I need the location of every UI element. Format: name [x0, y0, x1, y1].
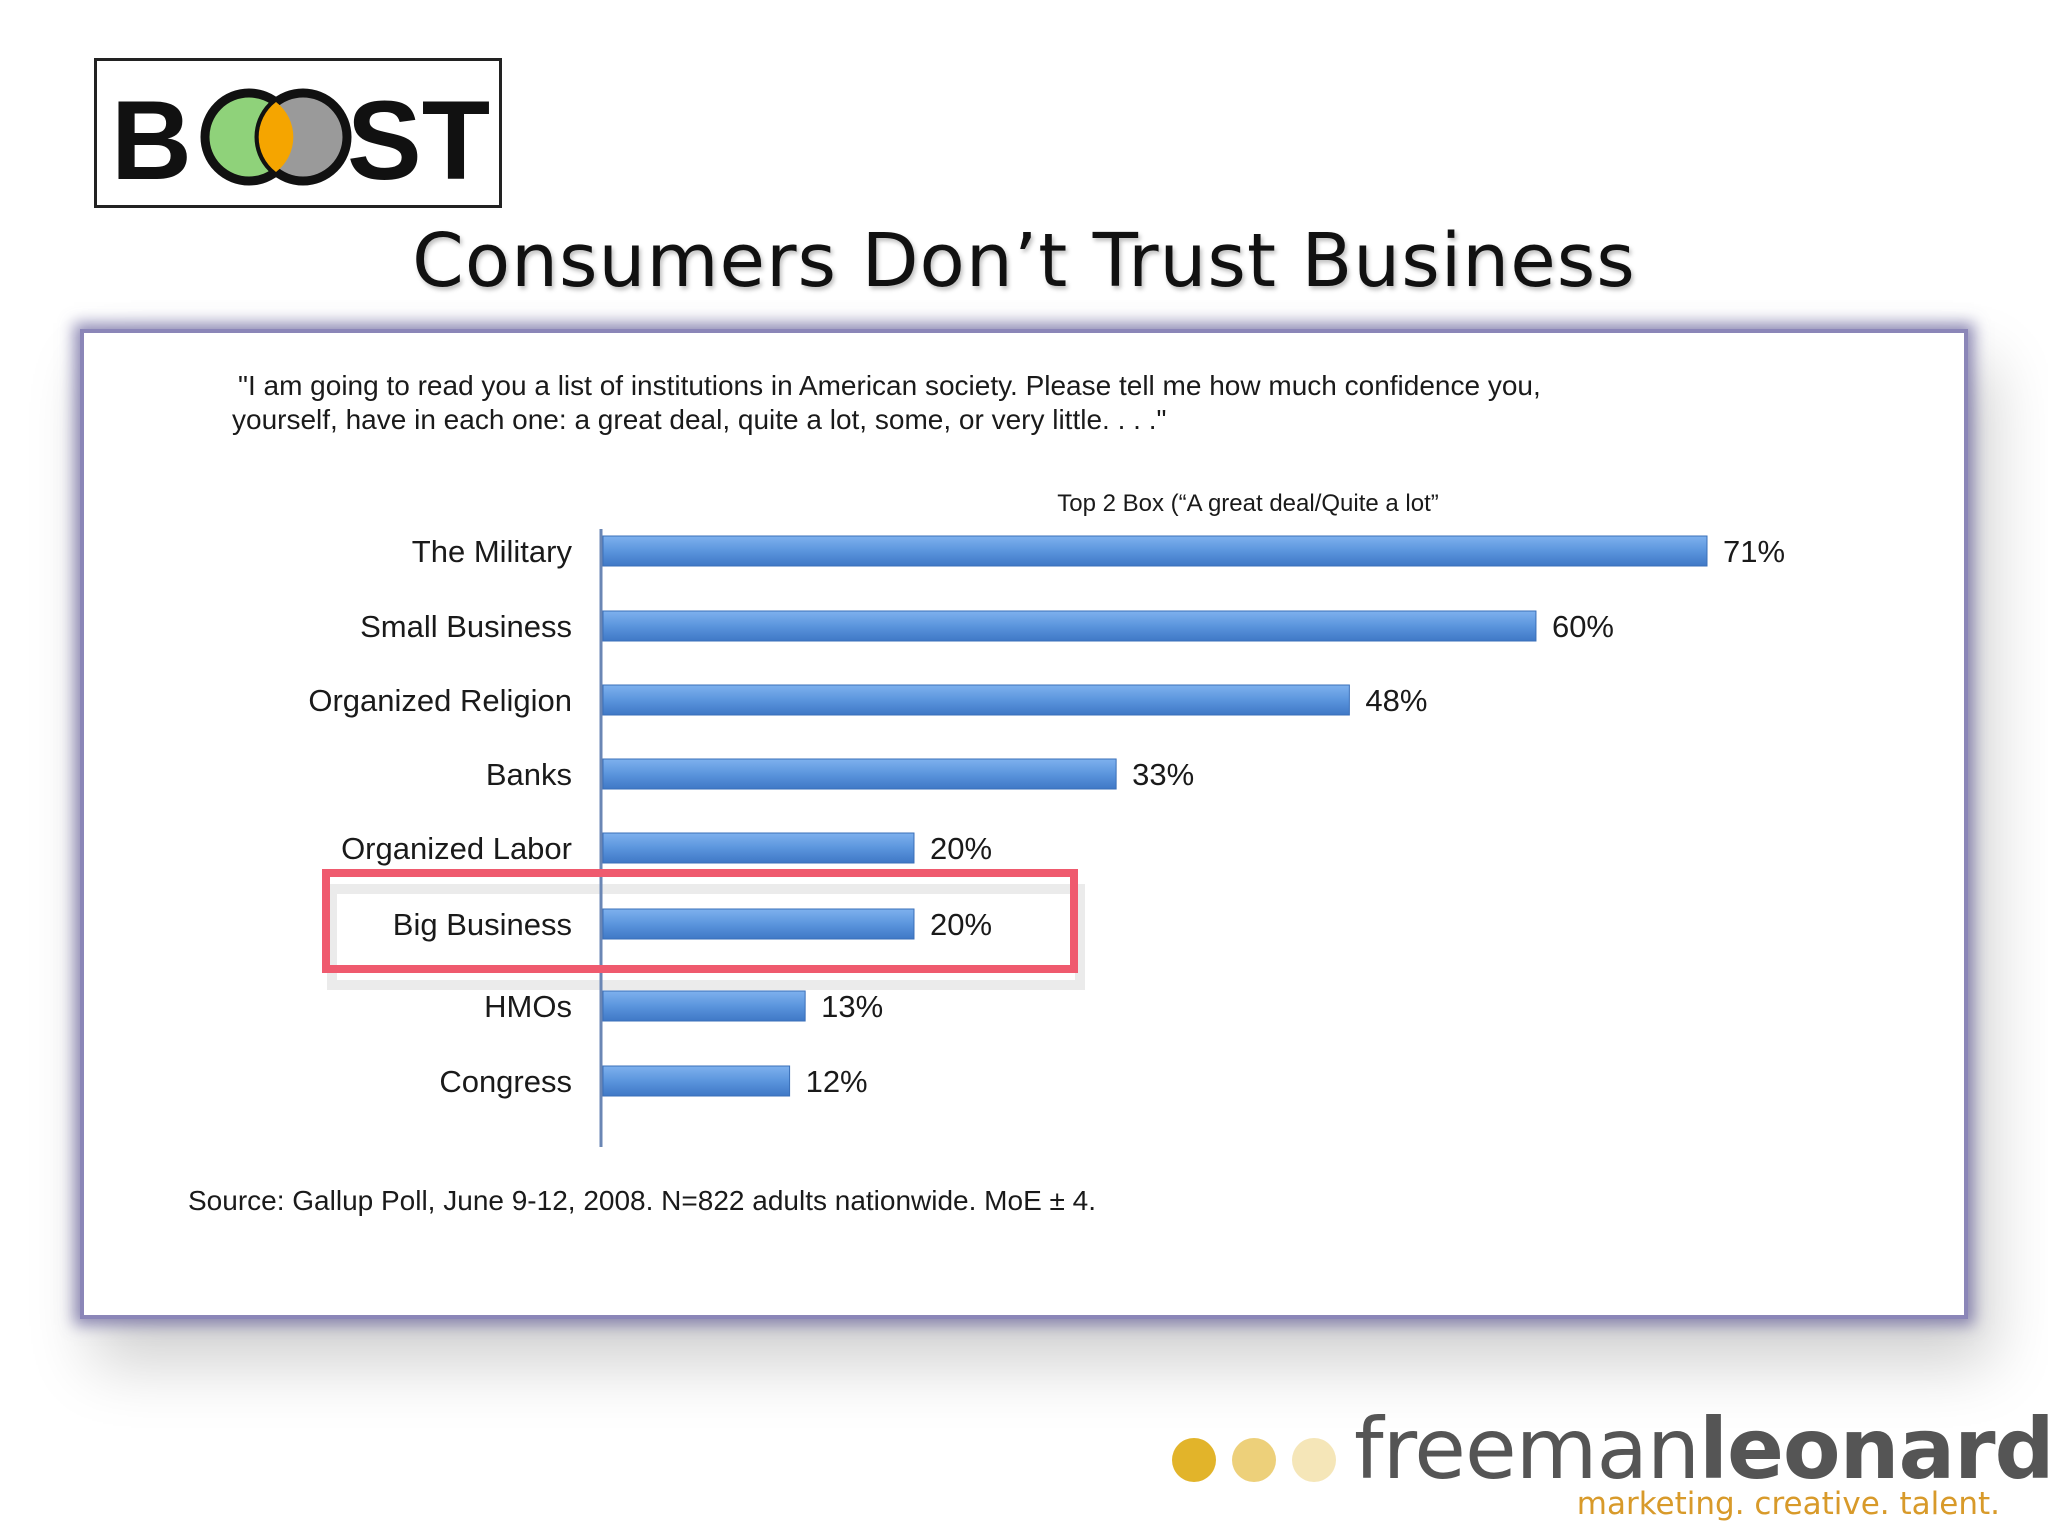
category-label-the-military: The Military [412, 534, 573, 569]
source-note: Source: Gallup Poll, June 9-12, 2008. N=… [188, 1185, 1097, 1216]
category-label-banks: Banks [486, 757, 572, 792]
category-label-organized-labor: Organized Labor [341, 831, 572, 866]
logo-letters-st: ST [347, 78, 490, 203]
highlight-box-shadow [327, 884, 1085, 990]
bar-congress [602, 1065, 791, 1097]
value-label-organized-religion: 48% [1365, 683, 1427, 718]
question-line-2: yourself, have in each one: a great deal… [232, 404, 1167, 435]
brand-name: freemanleonard [1354, 1400, 2048, 1498]
freemanleonard-logo: freemanleonard marketing. creative. tale… [1170, 1400, 2048, 1522]
value-label-small-business: 60% [1552, 609, 1614, 644]
brand-tagline: marketing. creative. talent. [1576, 1486, 2000, 1522]
slide-title: Consumers Don’t Trust Business [412, 218, 1636, 304]
bar-chart: Top 2 Box (“A great deal/Quite a lot” Th… [308, 490, 1785, 1147]
value-label-hmos: 13% [821, 989, 883, 1024]
bar-big-business [602, 908, 915, 940]
category-label-organized-religion: Organized Religion [308, 683, 572, 718]
value-label-banks: 33% [1132, 757, 1194, 792]
brand-dot-2 [1232, 1438, 1276, 1482]
logo-letter-b: B [111, 78, 192, 203]
bar-organized-religion [602, 684, 1350, 716]
value-label-the-military: 71% [1723, 534, 1785, 569]
bars-group: The Military 71% Small Business 60% Organize… [308, 534, 1785, 1099]
question-line-1: "I am going to read you a list of instit… [238, 370, 1541, 401]
logo-overlap [258, 102, 294, 172]
brand-name-light: freeman [1354, 1400, 1700, 1498]
category-label-small-business: Small Business [360, 609, 572, 644]
category-label-big-business: Big Business [393, 907, 572, 942]
brand-dot-3 [1292, 1438, 1336, 1482]
survey-question: "I am going to read you a list of instit… [232, 369, 1792, 437]
bar-the-military [602, 535, 1708, 567]
series-title: Top 2 Box (“A great deal/Quite a lot” [1057, 490, 1439, 517]
category-label-hmos: HMOs [484, 989, 572, 1024]
chart-panel: "I am going to read you a list of instit… [84, 333, 1964, 1315]
boost-logo-mark: B ST [111, 78, 490, 203]
bar-small-business [602, 610, 1537, 642]
brand-dots-icon [1172, 1438, 1336, 1482]
category-label-congress: Congress [439, 1064, 572, 1099]
value-label-organized-labor: 20% [930, 831, 992, 866]
bar-organized-labor [602, 832, 915, 864]
bar-hmos [602, 990, 806, 1022]
boost-logo: B ST [94, 58, 502, 208]
brand-dot-1 [1172, 1438, 1216, 1482]
value-label-big-business: 20% [930, 907, 992, 942]
highlight-box [322, 869, 1078, 973]
value-label-congress: 12% [806, 1064, 868, 1099]
brand-name-bold: leonard [1699, 1400, 2048, 1498]
bar-banks [602, 758, 1117, 790]
